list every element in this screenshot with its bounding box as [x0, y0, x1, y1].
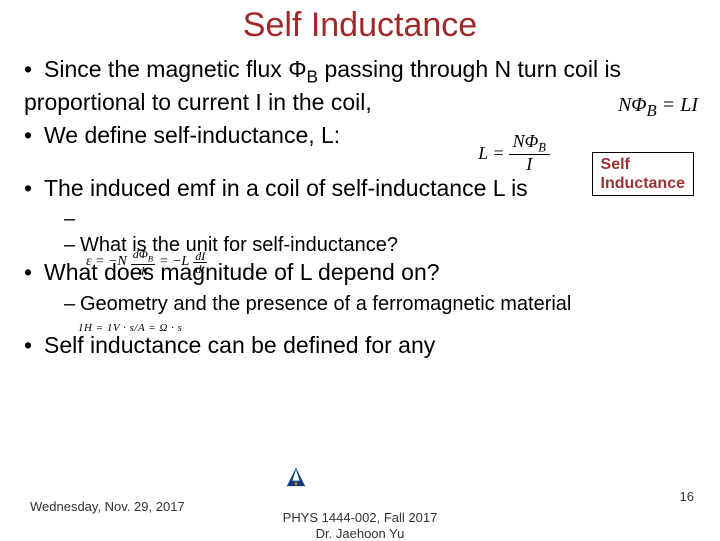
label-line2: Inductance [601, 174, 685, 193]
formula2-eq: L = [478, 132, 508, 173]
formula1-text: NΦB = LI [618, 94, 698, 116]
bullet-marker: • [24, 121, 44, 150]
formula3-mid: = −L [159, 254, 189, 270]
slide-title: Self Inductance [0, 0, 720, 55]
self-inductance-label: Self Inductance [592, 152, 694, 196]
f3a-bot: dt [136, 265, 149, 277]
bullet-1: •Since the magnetic flux ΦB passing thro… [24, 55, 696, 117]
formula-nphib-li: NΦB = LI [618, 94, 698, 121]
formula3-frac1: dΦB dt [131, 248, 155, 277]
f3b-top: dI [193, 250, 207, 263]
footer-course: PHYS 1444-002, Fall 2017 Dr. Jaehoon Yu [283, 510, 438, 541]
bullet-5-text: Self inductance can be defined for any [44, 332, 435, 358]
sub-marker: – [64, 291, 80, 317]
label-line1: Self [601, 155, 685, 174]
sub-bullet-empty: – [24, 206, 696, 232]
phi-symbol: Φ [288, 56, 306, 82]
bullet-5: •Self inductance can be defined for any [24, 331, 696, 360]
sub-geometry-text: Geometry and the presence of a ferromagn… [80, 293, 571, 315]
f3a-top: dΦB [131, 248, 155, 265]
footer-date: Wednesday, Nov. 29, 2017 [30, 499, 185, 514]
footer-course-l2: Dr. Jaehoon Yu [283, 526, 438, 541]
sub-marker: – [64, 232, 80, 258]
bullet-marker: • [24, 258, 44, 287]
footer-course-l1: PHYS 1444-002, Fall 2017 [283, 510, 438, 526]
formula-emf: ε = −N dΦB dt = −L dI dt [86, 248, 207, 277]
formula3-frac2: dI dt [193, 250, 207, 275]
f3b-bot: dt [194, 263, 207, 275]
slide-content: •Since the magnetic flux ΦB passing thro… [0, 55, 720, 360]
footer-page-number: 16 [680, 489, 694, 504]
formula2-denominator: I [509, 155, 550, 173]
bullet-marker: • [24, 331, 44, 360]
bullet-3-text: The induced emf in a coil of self-induct… [44, 175, 528, 201]
bullet-1-text-pre: Since the magnetic flux [44, 56, 288, 82]
formula3-eps: ε = −N [86, 254, 127, 270]
formula-l-definition: L = NΦB I [478, 132, 550, 173]
sub-bullet-geometry: –Geometry and the presence of a ferromag… [24, 291, 696, 317]
sub-marker: – [64, 206, 80, 232]
phi-subscript: B [307, 67, 319, 87]
uta-logo-icon [285, 466, 307, 488]
bullet-marker: • [24, 174, 44, 203]
bullet-2: •We define self-inductance, L: [24, 121, 696, 150]
bullet-2-text: We define self-inductance, L: [44, 122, 340, 148]
bullet-marker: • [24, 55, 44, 84]
formula-henry-unit: 1H = 1V · s/A = Ω · s [78, 322, 182, 334]
formula2-numerator: NΦB [509, 132, 550, 155]
